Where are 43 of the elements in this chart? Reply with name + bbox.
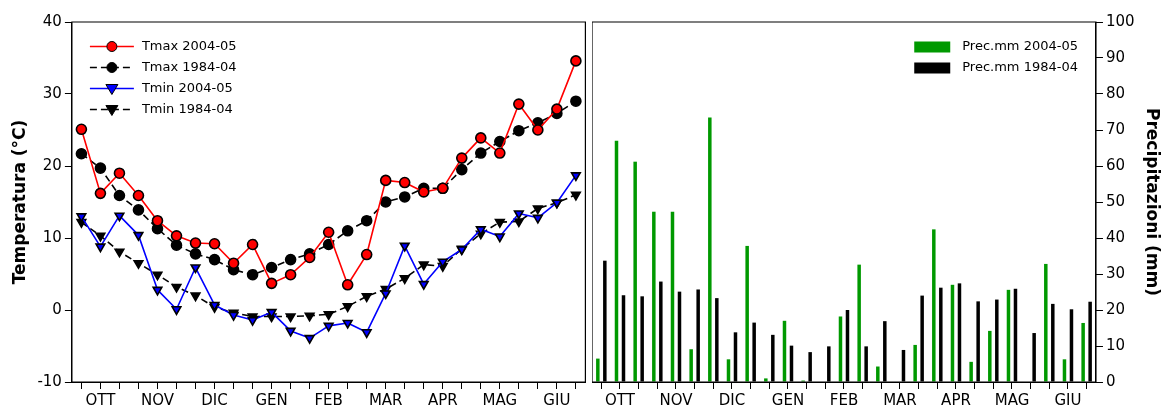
x-tick-label: FEB [829, 390, 859, 409]
legend-label: Tmax 2004-05 [140, 37, 237, 53]
x-tick-label: OTT [605, 390, 636, 409]
y2-tick-label: 60 [1105, 155, 1126, 174]
legend-label: Tmin 1984-04 [140, 100, 233, 116]
x-tick-label: MAR [883, 390, 917, 409]
x-tick-label: FEB [314, 390, 343, 409]
x-tick-label: MAG [994, 390, 1030, 409]
legend-label: Tmin 2004-05 [140, 79, 233, 95]
legend-label: Prec.mm 1984-04 [962, 58, 1078, 74]
y2-tick-label: 0 [1105, 371, 1116, 390]
x-tick-label: OTT [85, 390, 117, 409]
x-tick-label: APR [941, 390, 971, 409]
y-tick-label: 40 [42, 11, 62, 30]
y-tick-label: 10 [42, 227, 62, 246]
x-tick-label: GIU [543, 390, 571, 409]
x-tick-label: GEN [255, 390, 288, 409]
y2-tick-label: 20 [1105, 299, 1126, 318]
x-tick-label: MAR [368, 390, 403, 409]
y2-tick-label: 80 [1105, 83, 1126, 102]
y-tick-label: 0 [52, 299, 62, 318]
x-tick-label: MAG [482, 390, 518, 409]
y-tick-label: 20 [42, 155, 62, 174]
x-tick-label: DIC [718, 390, 746, 409]
legend-label: Prec.mm 2004-05 [962, 37, 1078, 53]
y2-tick-label: 50 [1105, 191, 1126, 210]
y-axis-title: Temperatura (°C) [8, 119, 29, 285]
y2-axis-title: Precipitazioni (mm) [1143, 107, 1164, 297]
x-tick-label: GEN [771, 390, 805, 409]
y2-tick-label: 40 [1105, 227, 1126, 246]
y-tick-label: 30 [42, 83, 62, 102]
y2-tick-label: 90 [1105, 47, 1126, 66]
x-tick-label: NOV [659, 390, 694, 409]
legend-label: Tmax 1984-04 [140, 58, 237, 74]
x-tick-label: NOV [140, 390, 175, 409]
x-tick-label: GIU [1054, 390, 1082, 409]
x-tick-label: APR [427, 390, 458, 409]
y2-tick-label: 10 [1105, 335, 1126, 354]
y2-tick-label: 70 [1105, 119, 1126, 138]
x-tick-label: DIC [201, 390, 228, 409]
y2-tick-label: 30 [1105, 263, 1126, 282]
y-tick-label: -10 [37, 371, 62, 390]
y2-tick-label: 100 [1105, 11, 1135, 30]
